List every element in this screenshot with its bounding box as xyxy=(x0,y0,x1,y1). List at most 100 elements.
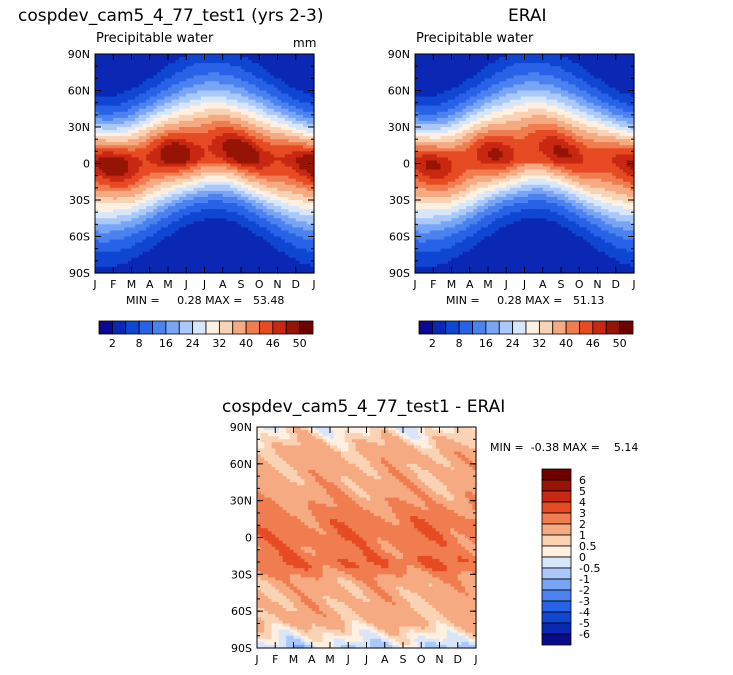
heat-cell xyxy=(142,78,147,82)
heat-cell xyxy=(135,75,140,79)
heat-cell xyxy=(310,99,315,104)
heat-cell xyxy=(273,139,279,143)
heat-cell xyxy=(262,81,268,86)
heat-cell xyxy=(189,111,195,116)
heat-cell xyxy=(211,127,217,131)
heat-cell xyxy=(222,54,227,58)
heat-cell xyxy=(215,105,220,110)
heat-cell xyxy=(175,57,180,61)
heat-cell xyxy=(105,54,111,58)
heat-cell xyxy=(164,139,169,143)
y-tick-label: 90N xyxy=(68,48,90,61)
heat-cell xyxy=(149,102,154,107)
heat-cell xyxy=(299,69,304,73)
heat-cell xyxy=(153,90,158,95)
heat-cell xyxy=(138,105,144,110)
heat-cell xyxy=(230,108,235,113)
heat-cell xyxy=(277,90,282,95)
heat-cell xyxy=(120,54,125,58)
heat-cell xyxy=(95,75,100,79)
heat-cell xyxy=(251,75,257,79)
heat-cell xyxy=(146,127,151,131)
heat-cell xyxy=(138,123,144,128)
heat-cell xyxy=(186,72,191,76)
heat-cell xyxy=(138,93,144,98)
heat-cell xyxy=(109,66,114,70)
heat-cell xyxy=(120,60,125,64)
heat-cell xyxy=(237,84,242,89)
heat-cell xyxy=(277,60,282,64)
heat-cell xyxy=(124,142,129,146)
heat-cell xyxy=(186,123,191,128)
heat-cell xyxy=(226,99,231,104)
heat-cell xyxy=(233,93,238,98)
heat-cell xyxy=(241,54,246,58)
heat-cell xyxy=(204,90,209,95)
x-tick-label: N xyxy=(273,278,281,291)
heat-cell xyxy=(138,57,144,61)
heat-cell xyxy=(233,57,238,61)
heat-cell xyxy=(211,81,217,86)
heat-cell xyxy=(208,54,213,58)
heat-cell xyxy=(277,108,282,113)
heat-cell xyxy=(310,123,315,128)
heat-cell xyxy=(102,114,107,119)
heat-cell xyxy=(251,114,257,119)
heat-cell xyxy=(251,57,257,61)
heat-cell xyxy=(222,114,227,119)
heat-cell xyxy=(215,139,220,143)
heat-cell xyxy=(284,96,290,101)
heat-cell xyxy=(197,54,202,58)
heat-cell xyxy=(303,123,308,128)
heat-cell xyxy=(124,133,129,137)
heat-cell xyxy=(138,99,144,104)
heat-cell xyxy=(277,81,282,86)
heat-cell xyxy=(131,72,136,76)
heat-cell xyxy=(182,66,187,70)
heat-cell xyxy=(193,66,198,70)
heat-cell xyxy=(109,133,114,137)
heat-cell xyxy=(171,57,176,61)
heat-cell xyxy=(248,99,253,104)
heat-cell xyxy=(211,60,217,64)
heat-cell xyxy=(281,93,286,98)
heat-cell xyxy=(168,142,173,146)
heat-cell xyxy=(197,66,202,70)
heat-cell xyxy=(277,139,282,143)
heat-cell xyxy=(211,123,217,128)
heat-cell xyxy=(164,123,169,128)
heat-cell xyxy=(259,57,264,61)
heat-cell xyxy=(292,72,297,76)
heat-cell xyxy=(142,102,147,107)
heat-cell xyxy=(288,123,293,128)
heat-cell xyxy=(149,69,154,73)
heat-cell xyxy=(105,78,111,82)
heat-cell xyxy=(189,57,195,61)
heat-cell xyxy=(226,142,231,146)
heat-cell xyxy=(288,130,293,134)
heat-cell xyxy=(153,136,158,140)
heat-cell xyxy=(197,63,202,67)
heat-cell xyxy=(262,66,268,70)
heat-cell xyxy=(292,57,297,61)
heat-cell xyxy=(113,139,118,143)
heat-cell xyxy=(200,72,206,76)
heat-cell xyxy=(222,90,227,95)
heat-cell xyxy=(273,102,279,107)
heat-cell xyxy=(193,136,198,140)
heat-cell xyxy=(102,69,107,73)
heat-cell xyxy=(292,133,297,137)
heat-cell xyxy=(251,139,257,143)
heat-cell xyxy=(233,123,238,128)
heat-cell xyxy=(273,87,279,92)
heat-cell xyxy=(105,69,111,73)
heat-cell xyxy=(237,66,242,70)
heat-cell xyxy=(211,99,217,104)
heat-cell xyxy=(288,87,293,92)
heat-cell xyxy=(171,123,176,128)
heat-cell xyxy=(259,66,264,70)
heat-cell xyxy=(109,93,114,98)
heat-cell xyxy=(288,63,293,67)
heat-cell xyxy=(281,57,286,61)
heat-cell xyxy=(138,60,144,64)
